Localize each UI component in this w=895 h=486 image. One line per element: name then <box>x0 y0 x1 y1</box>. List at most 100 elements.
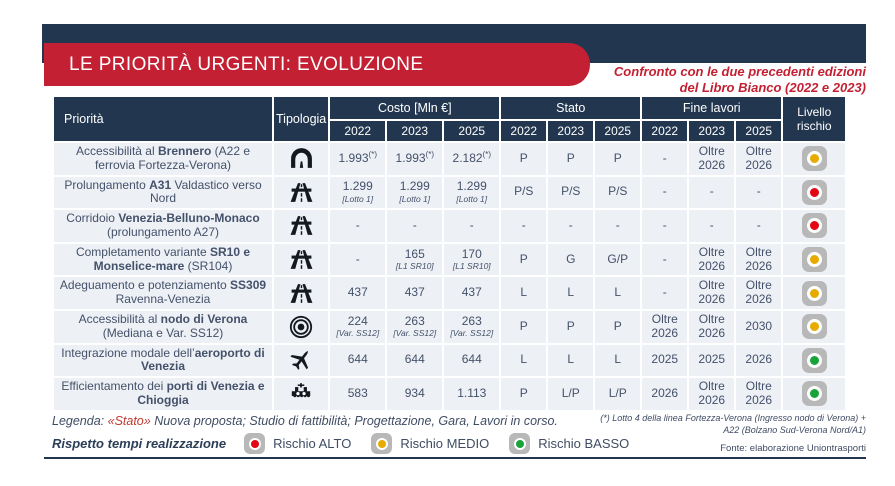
cost-value: 1.993 <box>395 150 426 165</box>
stato-cell-0: L <box>501 277 547 309</box>
cost-cell-1: - <box>387 210 443 242</box>
table-row: Adeguamento e potenziamento SS309 Ravenn… <box>54 277 846 309</box>
stato-cell-0: P <box>501 378 547 410</box>
fine-lavori-cell-1: Oltre 2026 <box>689 378 735 410</box>
fine-lavori-cell-0: - <box>642 210 688 242</box>
priority-cell: Adeguamento e potenziamento SS309 Ravenn… <box>54 277 272 309</box>
cost-cell-1: 644 <box>387 344 443 377</box>
stato-cell-0: P <box>501 243 547 276</box>
legend-label: Legenda: <box>52 414 105 428</box>
fine-lavori-cell-2: Oltre 2026 <box>736 378 782 410</box>
fine-lavori-cell-2: Oltre 2026 <box>736 243 782 276</box>
risk-cell <box>783 243 846 276</box>
col-header-priorita: Priorità <box>54 97 272 141</box>
tipologia-cell <box>274 277 329 309</box>
risk-dot-basso <box>806 386 822 402</box>
stato-cell-2: L <box>595 277 641 309</box>
stato-cell-1: L <box>548 344 594 377</box>
year-header-2-2: 2025 <box>736 121 782 141</box>
cost-value: 644 <box>347 352 368 367</box>
priority-text-bold: SR10 e Monselice-mare <box>93 244 251 273</box>
priority-cell: Corridoio Venezia-Belluno-Monaco (prolun… <box>54 210 272 242</box>
risk-badge-medio <box>371 433 393 454</box>
cost-value: - <box>412 218 417 233</box>
year-header-1-1: 2023 <box>548 121 594 141</box>
stato-cell-1: - <box>548 210 594 242</box>
risk-cell <box>783 277 846 309</box>
cost-note: [Var. SS12] <box>336 328 380 339</box>
risk-dot-alto <box>806 184 822 200</box>
legend-chip-label: Rischio BASSO <box>538 436 630 451</box>
fine-lavori-cell-1: Oltre 2026 <box>689 243 735 276</box>
legend-stato: Legenda: «Stato» Nuova proposta; Studio … <box>52 414 558 428</box>
tipologia-cell <box>274 176 329 209</box>
table-row: Accessibilità al Brennero (A22 e ferrovi… <box>54 143 846 175</box>
fine-lavori-cell-0: - <box>642 143 688 175</box>
plane-icon <box>290 351 309 371</box>
stato-cell-2: P <box>595 143 641 175</box>
risk-cell <box>783 176 846 209</box>
legend-text: Nuova proposta; Studio di fattibilità; P… <box>154 414 558 428</box>
stato-cell-2: L/P <box>595 378 641 410</box>
cost-note: [Lotto 1] <box>342 194 374 205</box>
risk-badge-medio <box>801 280 827 306</box>
cost-cell-2: 263 [Var. SS12] <box>444 310 500 343</box>
fine-lavori-cell-1: Oltre 2026 <box>689 310 735 343</box>
subtitle-line-2: del Libro Bianco (2022 e 2023) <box>679 79 866 95</box>
stato-cell-1: L <box>548 277 594 309</box>
risk-cell <box>783 310 846 343</box>
priority-text-bold: Venezia-Belluno-Monaco <box>118 211 260 226</box>
motorway-icon <box>290 283 313 303</box>
risk-dot-alto <box>806 218 822 234</box>
col-group-2: Fine lavori <box>642 97 782 119</box>
subtitle-line-1: Confronto con le due precedenti edizioni <box>613 64 866 79</box>
risk-badge-medio <box>801 247 827 273</box>
fine-lavori-cell-1: Oltre 2026 <box>689 143 735 175</box>
header-row-years: 2022 2023 2025 2022 2023 2025 2022 2023 2025 <box>54 121 845 141</box>
col-group-0: Costo [Mln €] <box>330 97 500 119</box>
stato-cell-1: L/P <box>548 378 594 410</box>
cost-cell-1: 263 [Var. SS12] <box>387 310 443 343</box>
stato-cell-0: P/S <box>501 176 547 209</box>
priorities-table: Priorità Tipologia Costo [Mln €] Stato Fine … <box>52 95 847 412</box>
year-header-0-0: 2022 <box>330 121 386 141</box>
priority-cell: Accessibilità al nodo di Verona (Mediana… <box>54 310 272 343</box>
priority-text-bold: A31 <box>149 177 172 192</box>
stato-cell-1: P <box>548 143 594 175</box>
year-header-2-0: 2022 <box>642 121 688 141</box>
stato-cell-0: L <box>501 344 547 377</box>
priority-text-bold: nodo di Verona <box>160 311 248 326</box>
fine-lavori-cell-2: - <box>736 176 782 209</box>
fine-lavori-cell-2: 2030 <box>736 310 782 343</box>
cost-value: 170 <box>461 246 482 261</box>
ship-icon <box>291 383 311 398</box>
risk-cell <box>783 210 846 242</box>
cost-value: 165 <box>404 246 425 261</box>
cost-value: 437 <box>404 285 425 300</box>
cost-cell-0: - <box>330 243 386 276</box>
fine-lavori-cell-2: - <box>736 210 782 242</box>
tipologia-cell <box>274 210 329 242</box>
cost-value: 1.113 <box>457 386 487 401</box>
priority-text: Corridoio <box>66 211 119 226</box>
tunnel-icon <box>290 148 312 169</box>
fine-lavori-cell-2: Oltre 2026 <box>736 277 782 309</box>
cost-value: 263 <box>461 313 482 328</box>
fine-lavori-cell-1: - <box>689 210 735 242</box>
fine-lavori-cell-2: Oltre 2026 <box>736 143 782 175</box>
stato-cell-2: P <box>595 310 641 343</box>
stato-cell-1: P <box>548 310 594 343</box>
priority-text: (prolungamento A27) <box>106 224 220 239</box>
priority-text: Accessibilità al <box>75 144 158 158</box>
priority-text-bold: Brennero <box>157 144 212 158</box>
cost-value: 644 <box>461 352 482 367</box>
cost-cell-1: 165 [L1 SR10] <box>387 243 443 276</box>
target-icon <box>290 315 313 338</box>
cost-cell-2: 2.182(*) <box>444 143 500 175</box>
cost-footnote-mark: (*) <box>482 149 491 159</box>
risk-dot-medio <box>375 437 388 450</box>
cost-cell-0: 437 <box>330 277 386 309</box>
priority-text: Integrazione modale dell’ <box>61 345 195 360</box>
cost-note: [Var. SS12] <box>393 328 437 339</box>
cost-value: 583 <box>347 386 368 401</box>
